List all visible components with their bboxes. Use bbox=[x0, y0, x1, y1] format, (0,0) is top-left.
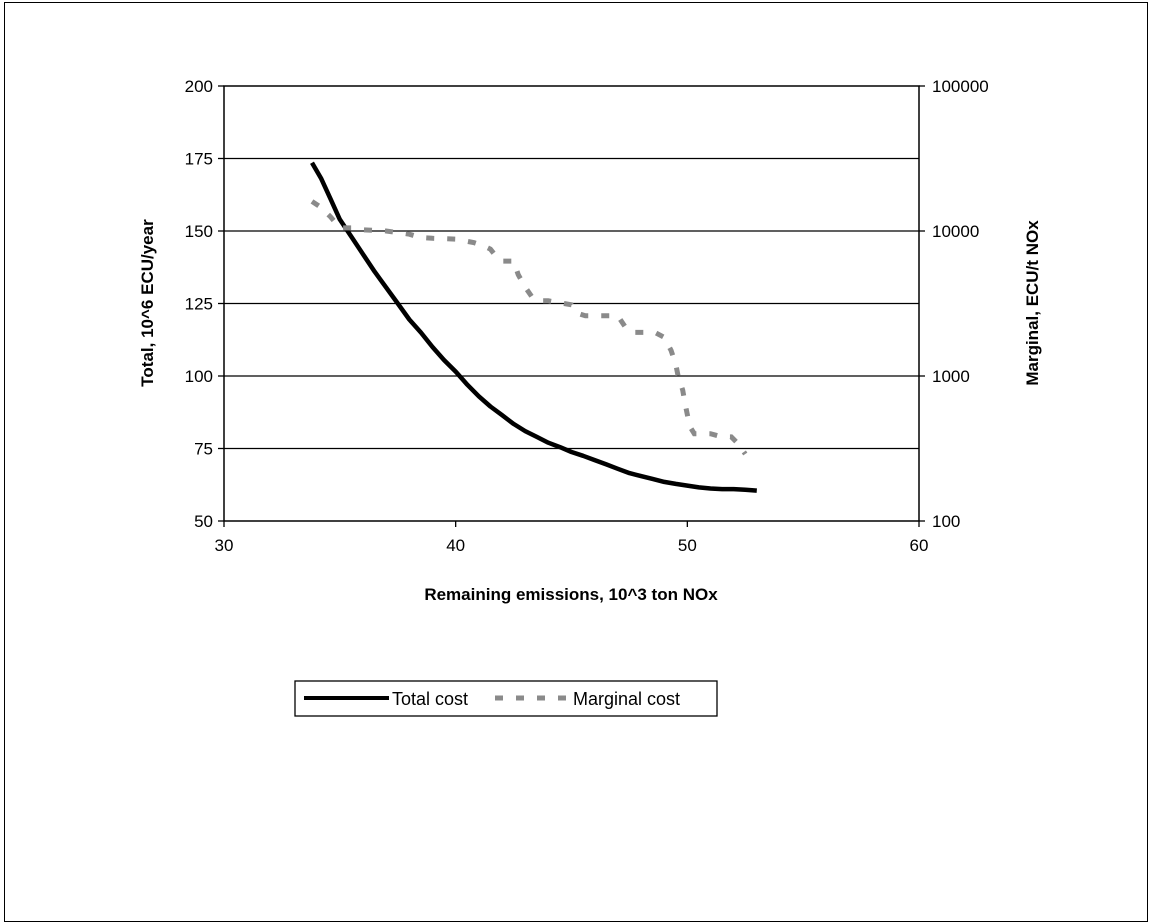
y-tick-label: 150 bbox=[185, 222, 213, 241]
y2-tick-label: 100 bbox=[932, 512, 960, 531]
series-line-marginal-cost bbox=[310, 199, 748, 456]
legend-label-total-cost: Total cost bbox=[392, 689, 468, 709]
x-tick-label: 40 bbox=[446, 536, 465, 555]
series-line-total-cost bbox=[310, 161, 757, 493]
y-tick-label: 75 bbox=[194, 440, 213, 459]
x-axis-title: Remaining emissions, 10^3 ton NOx bbox=[424, 585, 718, 604]
x-tick-label: 30 bbox=[215, 536, 234, 555]
y-axis-title: Total, 10^6 ECU/year bbox=[138, 219, 157, 387]
y-tick-label: 50 bbox=[194, 512, 213, 531]
y-tick-label: 100 bbox=[185, 367, 213, 386]
y2-tick-label: 100000 bbox=[932, 77, 989, 96]
legend-label-marginal-cost: Marginal cost bbox=[573, 689, 680, 709]
legend: Total cost Marginal cost bbox=[294, 680, 718, 717]
y2-tick-label: 1000 bbox=[932, 367, 970, 386]
y-tick-label: 200 bbox=[185, 77, 213, 96]
y2-axis-title: Marginal, ECU/t NOx bbox=[1023, 220, 1042, 386]
y-tick-label: 175 bbox=[185, 150, 213, 169]
axis-ticks: 50 75 100 125 150 175 200 100 1000 10000 100000 30 4… bbox=[185, 77, 989, 555]
x-tick-label: 50 bbox=[678, 536, 697, 555]
series-layer bbox=[310, 161, 757, 493]
y2-tick-label: 10000 bbox=[932, 222, 979, 241]
y-tick-label: 125 bbox=[185, 295, 213, 314]
x-tick-label: 60 bbox=[910, 536, 929, 555]
